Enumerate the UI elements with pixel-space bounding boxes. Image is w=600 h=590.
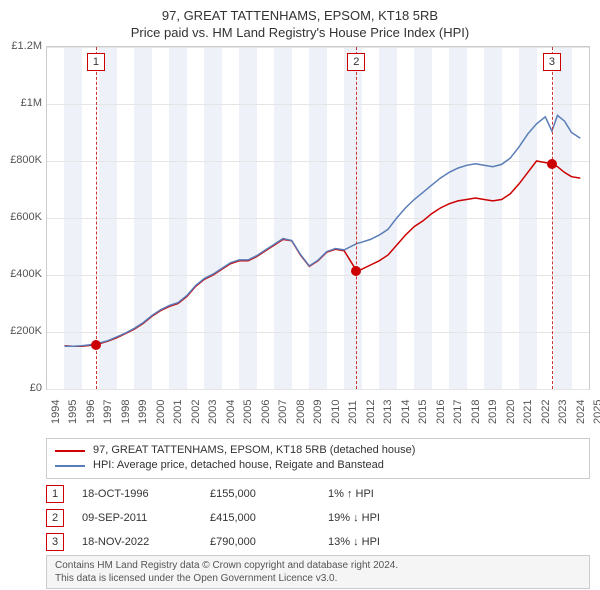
event-row: 1 18-OCT-1996 £155,000 1% ↑ HPI [46,482,590,506]
event-date: 09-SEP-2011 [82,512,192,524]
event-marker-icon: 2 [46,509,64,527]
x-tick-label: 2016 [435,400,447,424]
event-marker-icon: 1 [46,485,64,503]
legend: 97, GREAT TATTENHAMS, EPSOM, KT18 5RB (d… [46,438,590,479]
legend-swatch [55,450,85,452]
footer-note: Contains HM Land Registry data © Crown c… [46,555,590,589]
event-hpi: 19% ↓ HPI [328,512,590,524]
event-price: £415,000 [210,512,310,524]
y-tick-label: £0 [30,382,42,394]
x-tick-label: 2008 [295,400,307,424]
event-row: 2 09-SEP-2011 £415,000 19% ↓ HPI [46,506,590,530]
marker-box: 2 [347,53,365,71]
legend-row: 97, GREAT TATTENHAMS, EPSOM, KT18 5RB (d… [55,443,581,458]
legend-label: 97, GREAT TATTENHAMS, EPSOM, KT18 5RB (d… [93,443,415,458]
x-tick-label: 1994 [50,400,62,424]
x-tick-label: 2003 [207,400,219,424]
x-tick-label: 1995 [67,400,79,424]
x-tick-label: 2017 [452,400,464,424]
x-tick-label: 2014 [400,400,412,424]
x-tick-label: 2002 [190,400,202,424]
series-price-paid [65,161,581,346]
y-tick-label: £600K [10,211,42,223]
x-tick-label: 2015 [417,400,429,424]
series-hpi [65,115,581,346]
x-tick-label: 2013 [382,400,394,424]
page-title: 97, GREAT TATTENHAMS, EPSOM, KT18 5RB [0,0,600,25]
x-tick-label: 2023 [557,400,569,424]
event-row: 3 18-NOV-2022 £790,000 13% ↓ HPI [46,530,590,554]
event-marker-icon: 3 [46,533,64,551]
y-tick-label: £1.2M [11,40,42,52]
x-tick-label: 2012 [365,400,377,424]
event-date: 18-OCT-1996 [82,488,192,500]
x-tick-label: 2020 [505,400,517,424]
marker-dot [91,340,101,350]
x-tick-label: 2004 [225,400,237,424]
marker-box: 1 [87,53,105,71]
legend-label: HPI: Average price, detached house, Reig… [93,458,384,473]
footer-line: This data is licensed under the Open Gov… [55,572,581,585]
legend-row: HPI: Average price, detached house, Reig… [55,458,581,473]
y-tick-label: £200K [10,325,42,337]
x-tick-label: 2011 [347,400,359,424]
x-tick-label: 1997 [102,400,114,424]
y-tick-label: £1M [21,97,42,109]
event-price: £790,000 [210,536,310,548]
x-tick-label: 2009 [312,400,324,424]
event-hpi: 1% ↑ HPI [328,488,590,500]
chart: 1 2 3 [46,46,590,390]
x-tick-label: 2024 [575,400,587,424]
event-date: 18-NOV-2022 [82,536,192,548]
page: 97, GREAT TATTENHAMS, EPSOM, KT18 5RB Pr… [0,0,600,590]
x-tick-label: 2010 [330,400,342,424]
marker-box: 3 [543,53,561,71]
x-tick-label: 2005 [242,400,254,424]
x-tick-label: 1996 [85,400,97,424]
event-hpi: 13% ↓ HPI [328,536,590,548]
x-tick-label: 2007 [277,400,289,424]
legend-swatch [55,465,85,467]
x-tick-label: 2021 [522,400,534,424]
x-tick-label: 1999 [137,400,149,424]
marker-dot [351,266,361,276]
events-table: 1 18-OCT-1996 £155,000 1% ↑ HPI 2 09-SEP… [46,482,590,554]
x-tick-label: 2001 [172,400,184,424]
y-tick-label: £400K [10,268,42,280]
x-tick-label: 2025 [592,400,600,424]
event-price: £155,000 [210,488,310,500]
y-tick-label: £800K [10,154,42,166]
marker-dot [547,159,557,169]
x-tick-label: 2000 [155,400,167,424]
x-tick-label: 2022 [540,400,552,424]
x-tick-label: 2006 [260,400,272,424]
footer-line: Contains HM Land Registry data © Crown c… [55,559,581,572]
x-tick-label: 1998 [120,400,132,424]
x-tick-label: 2018 [470,400,482,424]
x-tick-label: 2019 [487,400,499,424]
page-subtitle: Price paid vs. HM Land Registry's House … [0,25,600,42]
